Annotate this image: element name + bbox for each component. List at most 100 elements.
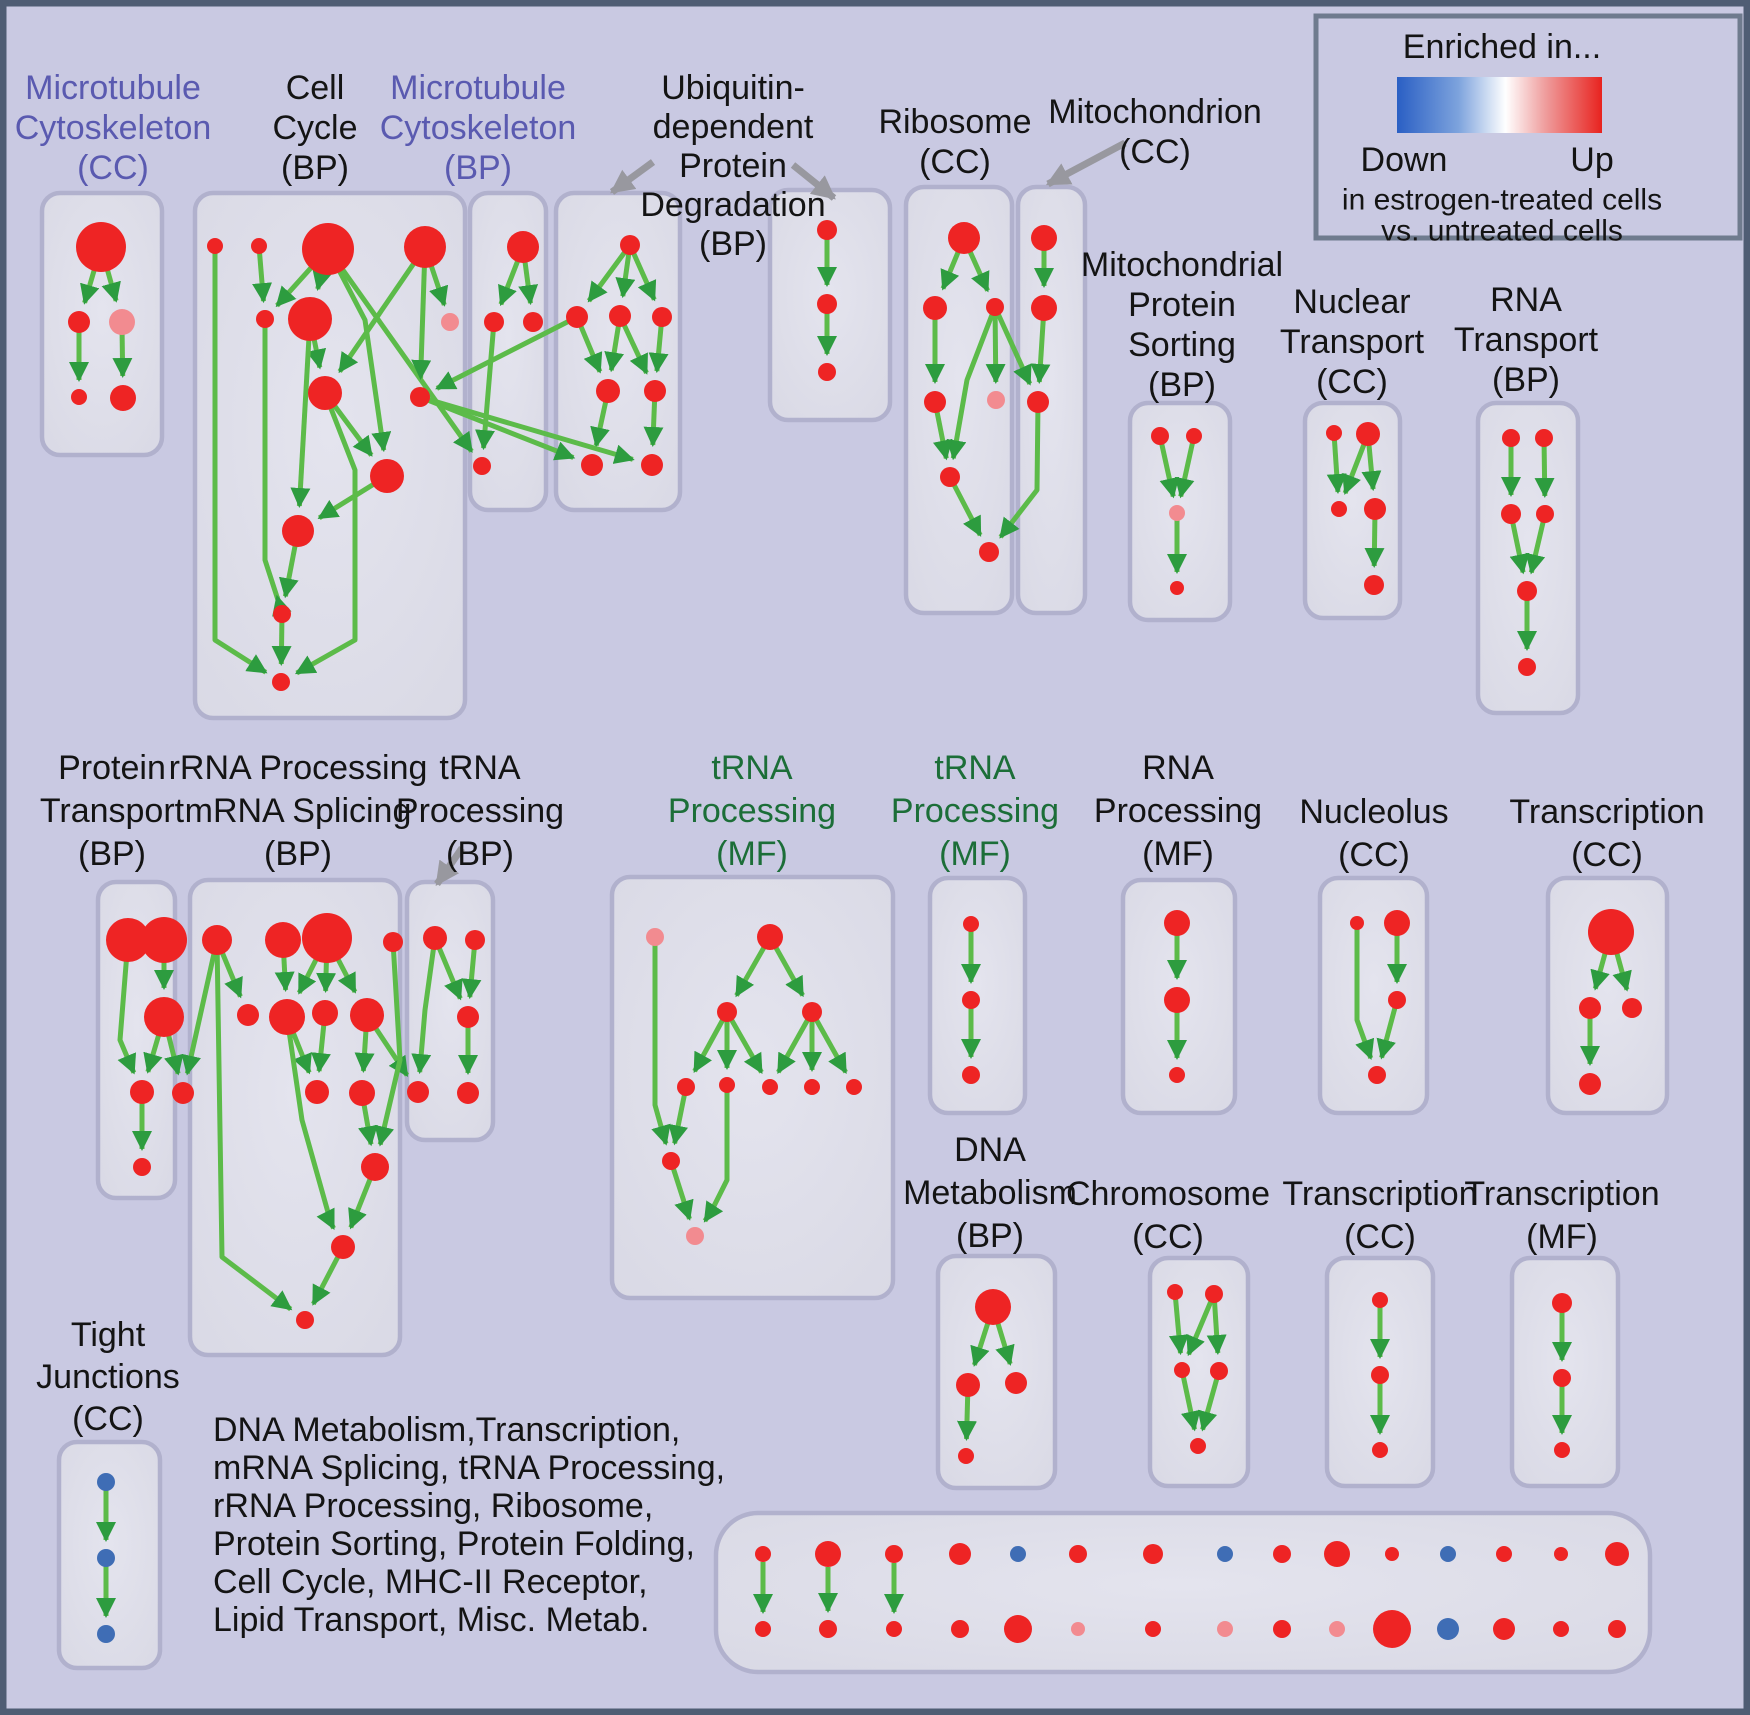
label-chromosome-cc-line2: (CC) xyxy=(1132,1218,1204,1256)
label-nuclear-transport-cc-line2: Transport xyxy=(1280,323,1425,361)
go-term-node-pair2-top xyxy=(815,1541,841,1567)
go-term-node-M2 xyxy=(465,930,485,950)
box-mitochondrion-cc xyxy=(1015,184,1088,616)
go-term-node-K6 xyxy=(133,1158,151,1176)
label-transcription-cc-row3-line2: (CC) xyxy=(1344,1218,1416,1256)
edge-S1-S3 xyxy=(995,1321,1015,1366)
go-term-node-P2 xyxy=(1164,987,1190,1013)
go-term-node-B13 xyxy=(272,673,290,691)
go-term-node-M1 xyxy=(423,926,447,950)
edge-S2-S4 xyxy=(956,1394,977,1441)
label-ribosome-cc-line1: Ribosome xyxy=(878,103,1031,141)
edge-H2-H3 xyxy=(1174,441,1196,499)
label-dna-metabolism-bp-line1: DNA xyxy=(954,1131,1026,1169)
label-ubiquitin-degradation-bp-line1: Ubiquitin- xyxy=(661,69,805,107)
label-protein-transport-bp-line2: Transport xyxy=(40,792,185,830)
edge-L7-L9 xyxy=(310,1023,331,1074)
go-term-node-B1 xyxy=(207,238,223,254)
edge-L3-L7 xyxy=(316,960,337,993)
go-term-node-pair7-bottom xyxy=(1145,1621,1161,1637)
edge-B3-C4 xyxy=(339,267,474,453)
edge-D6-D8 xyxy=(643,399,664,447)
go-term-node-F7 xyxy=(979,542,999,562)
go-term-node-L11 xyxy=(361,1153,389,1181)
label-cell-cycle-bp-line1: Cell xyxy=(286,69,345,107)
go-term-node-pair11-bottom xyxy=(1373,1610,1411,1648)
legend-down-label: Down xyxy=(1361,141,1448,179)
edge-F4-F6 xyxy=(932,410,953,461)
go-term-node-L9 xyxy=(305,1080,329,1104)
go-term-node-B11 xyxy=(282,515,314,547)
go-term-node-pair8-top xyxy=(1217,1546,1233,1562)
go-term-node-pair3-top xyxy=(885,1545,903,1563)
go-term-node-pair4-top xyxy=(949,1543,971,1565)
edge-J3-J5 xyxy=(1509,521,1530,575)
edge-N10-N11 xyxy=(670,1166,694,1221)
pointer-ubiquitin-left-icon xyxy=(609,159,656,195)
go-term-node-H2 xyxy=(1186,428,1202,444)
label-microtubule-cytoskeleton-cc-line2: Cytoskeleton xyxy=(15,109,212,147)
box-ribosome-cc xyxy=(903,184,1015,616)
go-term-node-L7 xyxy=(312,1000,338,1026)
edge-N2-N4 xyxy=(773,945,805,998)
label-ubiquitin-degradation-bp-line4: Degradation xyxy=(640,186,825,224)
go-term-node-T1 xyxy=(1167,1284,1183,1300)
go-term-node-T5 xyxy=(1190,1438,1206,1454)
edge-H1-H3 xyxy=(1159,442,1180,499)
go-term-node-pair11-top xyxy=(1385,1547,1399,1561)
go-term-node-pair10-top xyxy=(1324,1541,1350,1567)
go-term-node-Q3 xyxy=(1388,991,1406,1009)
label-rrna-processing-mrna-splicing-bp-line1: rRNA Processing xyxy=(169,749,428,787)
go-term-node-L2 xyxy=(265,922,301,958)
go-term-node-I2 xyxy=(1356,422,1380,446)
go-term-node-S3 xyxy=(1005,1372,1027,1394)
go-term-node-pair2-bottom xyxy=(819,1620,837,1638)
edge-B4-B9 xyxy=(411,265,432,380)
go-term-node-W2 xyxy=(1553,1369,1571,1387)
label-nuclear-transport-cc-line3: (CC) xyxy=(1316,363,1388,401)
go-term-node-O1 xyxy=(963,916,979,932)
go-term-node-N4 xyxy=(802,1002,822,1022)
edge-L2-L6 xyxy=(274,955,295,992)
edge-Q3-Q4 xyxy=(1376,1006,1398,1060)
edge-D5-D7 xyxy=(590,400,610,448)
go-term-node-B7 xyxy=(441,313,459,331)
edge-L10-L11 xyxy=(358,1103,378,1147)
go-term-node-pair8-bottom xyxy=(1217,1621,1233,1637)
go-term-node-M5 xyxy=(457,1082,479,1104)
label-rna-transport-bp-line1: RNA xyxy=(1490,281,1562,319)
edge-N1-N10 xyxy=(651,944,671,1146)
edge-B9-D8 xyxy=(426,396,635,464)
go-term-node-D8 xyxy=(641,454,663,476)
go-term-node-F5 xyxy=(987,391,1005,409)
edge-L1-K5 xyxy=(181,952,217,1076)
label-nucleolus-cc-line1: Nucleolus xyxy=(1299,793,1448,831)
edge-I4-I5 xyxy=(1364,517,1385,568)
edge-F1-F2 xyxy=(940,249,961,291)
edge-B11-B12 xyxy=(278,544,299,599)
edge-I2-I4 xyxy=(1361,443,1382,492)
label-rna-processing-mf-line3: (MF) xyxy=(1142,835,1214,873)
misc-categories-text-line4: Protein Sorting, Protein Folding, xyxy=(213,1525,695,1563)
edge-N2-N3 xyxy=(734,945,767,998)
edge-B2-B5 xyxy=(252,251,273,304)
edge-L8-L10 xyxy=(354,1029,375,1073)
go-term-node-B6 xyxy=(288,297,332,341)
label-mitochondrial-protein-sorting-bp-line2: Protein xyxy=(1128,286,1236,324)
go-term-node-H1 xyxy=(1151,427,1169,445)
go-term-node-B2 xyxy=(251,238,267,254)
go-term-node-N8 xyxy=(804,1079,820,1095)
go-term-node-I3 xyxy=(1331,501,1347,517)
edge-L11-L12 xyxy=(348,1177,373,1230)
go-term-node-G3 xyxy=(1027,391,1049,413)
go-term-node-pair9-top xyxy=(1273,1545,1291,1563)
edge-T4-T5 xyxy=(1197,1377,1220,1432)
label-protein-transport-bp-line1: Protein xyxy=(58,749,166,787)
edge-B3-B6 xyxy=(312,269,332,291)
go-term-node-V3 xyxy=(1372,1442,1388,1458)
label-tight-junctions-cc-line1: Tight xyxy=(71,1316,146,1354)
edge-B6-B8 xyxy=(306,338,327,370)
